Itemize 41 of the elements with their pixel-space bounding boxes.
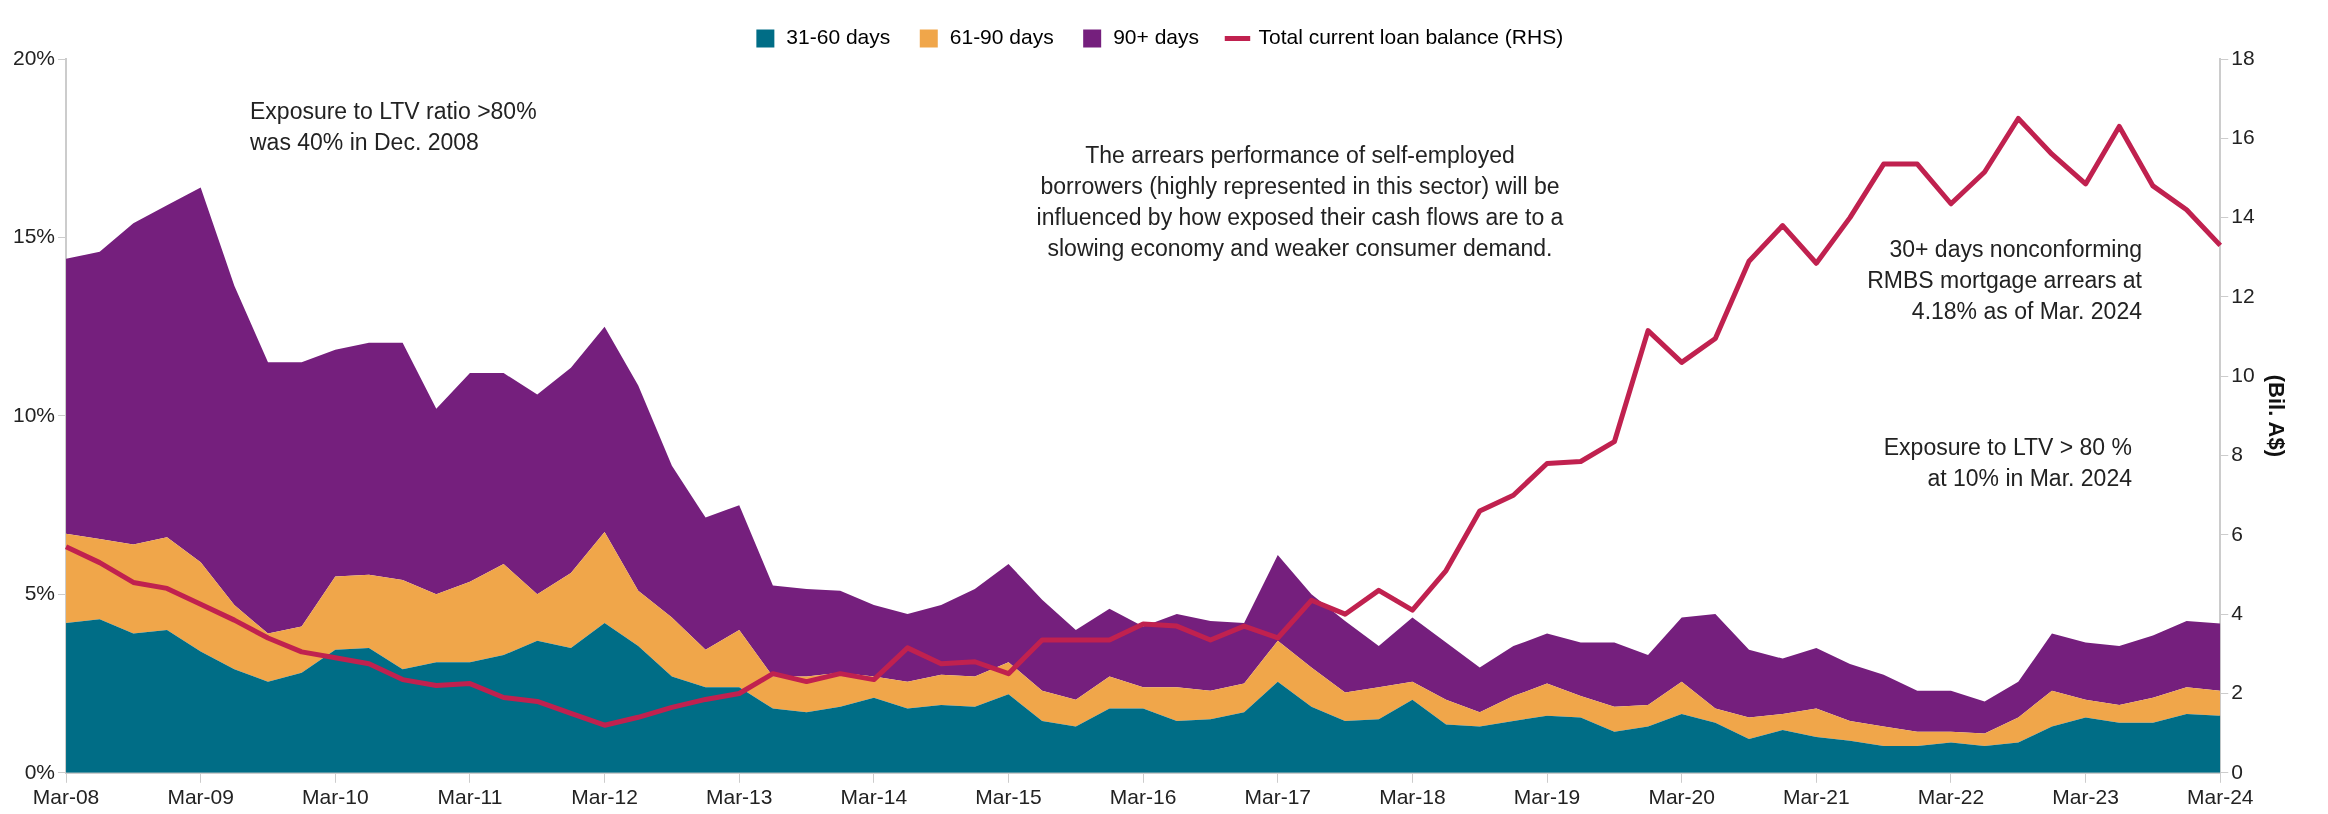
x-tick-label: Mar-22 — [1917, 785, 1985, 809]
x-tick-label: Mar-08 — [32, 785, 100, 809]
x-tick-label: Mar-24 — [2186, 785, 2254, 809]
x-tick-label: Mar-17 — [1244, 785, 1312, 809]
y2-tick-label: 12 — [2231, 283, 2255, 307]
annotation: The arrears performance of self-employed borrowers (highly represented in this sector) will be influenced by how exposed their cash flows are to a slowing economy and weaker consumer demand. — [1036, 141, 1564, 263]
x-tick-label: Mar-18 — [1379, 785, 1446, 809]
y2-tick-label: 10 — [2231, 363, 2255, 387]
legend-label: 61-90 days — [949, 25, 1054, 49]
y2-axis-title: (Bil. A$) — [2263, 374, 2289, 458]
annotation: Exposure to LTV > 80 % at 10% in Mar. 2024 — [1883, 433, 2132, 493]
x-tick-label: Mar-23 — [2052, 785, 2119, 809]
x-tick-label: Mar-21 — [1783, 785, 1850, 809]
x-tick-label: Mar-11 — [437, 785, 503, 809]
x-tick-label: Mar-10 — [302, 785, 369, 809]
annotation: Exposure to LTV ratio >80% was 40% in Dec. 2008 — [250, 97, 537, 157]
annotation: 30+ days nonconforming RMBS mortgage arrears at 4.18% as of Mar. 2024 — [1867, 235, 2142, 326]
y2-tick-label: 6 — [2231, 521, 2243, 545]
y2-tick-label: 18 — [2231, 45, 2255, 69]
x-tick-label: Mar-09 — [167, 785, 234, 809]
y-tick-label: 0% — [24, 759, 56, 783]
x-tick-label: Mar-15 — [975, 785, 1042, 809]
y-tick-label: 10% — [13, 402, 56, 426]
x-tick-label: Mar-19 — [1513, 785, 1581, 809]
legend-label: 31-60 days — [786, 25, 891, 49]
legend-label: Total current loan balance (RHS) — [1258, 25, 1564, 49]
y2-tick-label: 14 — [2231, 204, 2255, 228]
y2-tick-label: 16 — [2231, 125, 2255, 149]
y2-tick-label: 4 — [2231, 600, 2244, 624]
y-tick-label: 20% — [13, 45, 56, 69]
x-tick-label: Mar-14 — [840, 785, 908, 809]
x-tick-label: Mar-16 — [1109, 785, 1177, 809]
legend-label: 90+ days — [1113, 25, 1199, 49]
x-tick-label: Mar-12 — [571, 785, 638, 809]
x-tick-label: Mar-20 — [1648, 785, 1715, 809]
y2-tick-label: 0 — [2231, 759, 2243, 783]
y2-tick-label: 8 — [2231, 442, 2243, 466]
y2-tick-label: 2 — [2231, 680, 2243, 704]
y-tick-label: 5% — [24, 581, 56, 605]
y-tick-label: 15% — [13, 224, 56, 248]
x-tick-label: Mar-13 — [705, 785, 773, 809]
